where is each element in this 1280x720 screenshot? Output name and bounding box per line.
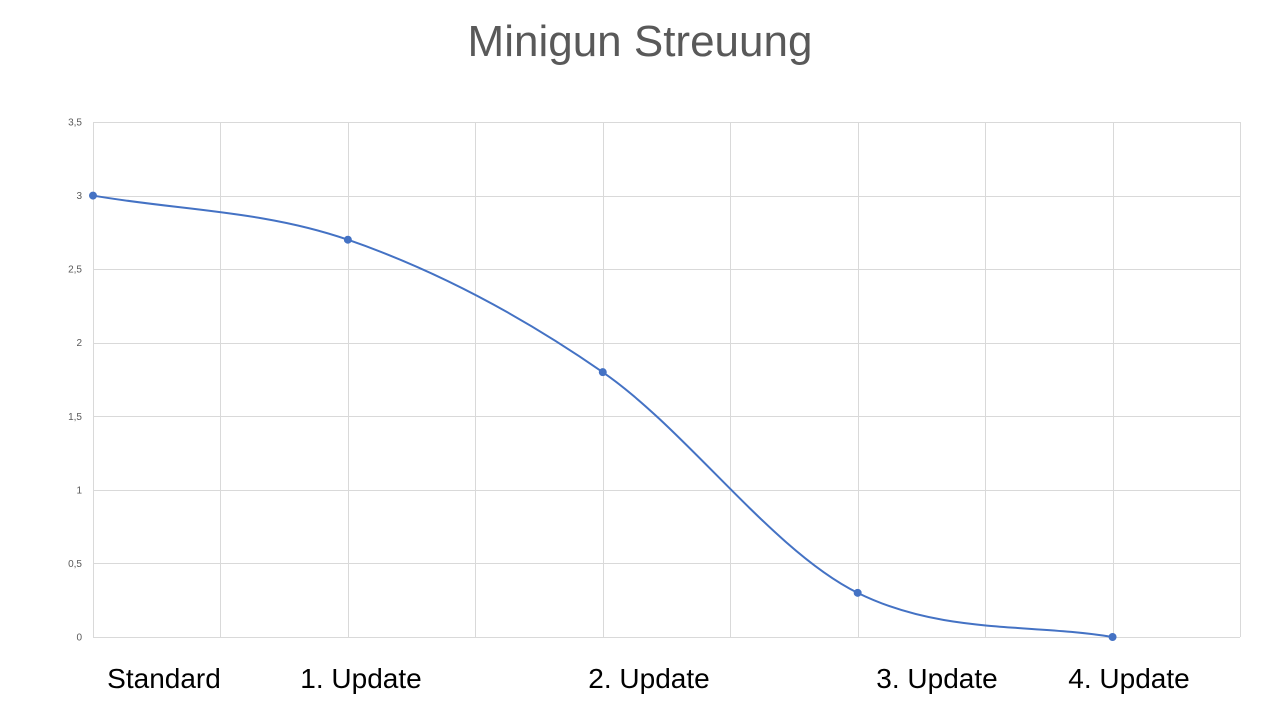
y-tick-label: 1 — [76, 485, 82, 496]
category-label: 1. Update — [300, 663, 421, 694]
y-tick-label: 0,5 — [68, 559, 82, 570]
y-tick-label: 2,5 — [68, 265, 82, 276]
grid-lines — [93, 122, 1241, 638]
category-label: 2. Update — [588, 663, 709, 694]
data-point — [853, 588, 862, 597]
data-points — [89, 191, 1117, 641]
data-point — [1108, 633, 1117, 641]
category-label: 4. Update — [1068, 663, 1189, 694]
y-tick-label: 0 — [76, 633, 82, 644]
data-point — [598, 368, 607, 377]
y-tick-label: 3,5 — [68, 118, 82, 129]
chart-title: Minigun Streuung — [468, 17, 813, 66]
category-label: Standard — [107, 663, 221, 694]
y-tick-label: 3 — [76, 191, 82, 202]
y-tick-label: 1,5 — [68, 412, 82, 423]
data-point — [89, 191, 97, 200]
category-label: 3. Update — [876, 663, 997, 694]
x-axis-category-labels: Standard 1. Update 2. Update 3. Update 4. Up… — [107, 663, 1190, 694]
y-tick-label: 2 — [76, 338, 82, 349]
y-axis-tick-labels: 0 0,5 1 1,5 2 2,5 3 3,5 — [68, 118, 82, 644]
data-point — [343, 235, 352, 244]
